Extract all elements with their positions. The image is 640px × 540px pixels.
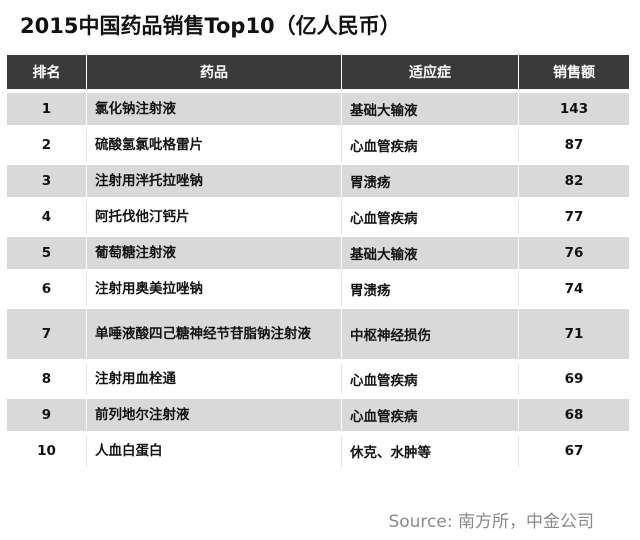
drug-cell: 注射用奥美拉唑钠	[87, 273, 342, 305]
sales-cell: 69	[519, 363, 629, 395]
source-note: Source: 南方所，中金公司	[388, 512, 594, 532]
sales-cell: 76	[519, 237, 629, 269]
table-row: 10 人血白蛋白 休克、水肿等 67	[7, 435, 629, 467]
sales-cell: 71	[519, 309, 629, 359]
indication-cell: 基础大输液	[342, 93, 519, 125]
table-row: 9 前列地尔注射液 心血管疾病 68	[7, 399, 629, 431]
rank-cell: 4	[7, 201, 87, 233]
rank-cell: 10	[7, 435, 87, 467]
table-row: 2 硫酸氢氯吡格雷片 心血管疾病 87	[7, 129, 629, 161]
drug-cell: 注射用血栓通	[87, 363, 342, 395]
rank-cell: 7	[7, 309, 87, 359]
table-row: 8 注射用血栓通 心血管疾病 69	[7, 363, 629, 395]
header-drug: 药品	[87, 55, 342, 89]
rank-cell: 3	[7, 165, 87, 197]
table-row: 7 单唾液酸四己糖神经节苷脂钠注射液 中枢神经损伤 71	[7, 309, 629, 359]
header-indication: 适应症	[342, 55, 519, 89]
sales-cell: 87	[519, 129, 629, 161]
sales-cell: 74	[519, 273, 629, 305]
table-header-row: 排名 药品 适应症 销售额	[7, 55, 629, 89]
indication-cell: 心血管疾病	[342, 201, 519, 233]
drug-cell: 阿托伐他汀钙片	[87, 201, 342, 233]
table-row: 4 阿托伐他汀钙片 心血管疾病 77	[7, 201, 629, 233]
drug-cell: 前列地尔注射液	[87, 399, 342, 431]
indication-cell: 中枢神经损伤	[342, 309, 519, 359]
rank-cell: 6	[7, 273, 87, 305]
drug-cell: 注射用泮托拉唑钠	[87, 165, 342, 197]
indication-cell: 心血管疾病	[342, 129, 519, 161]
header-sales: 销售额	[519, 55, 629, 89]
sales-cell: 143	[519, 93, 629, 125]
drug-cell: 单唾液酸四己糖神经节苷脂钠注射液	[87, 309, 342, 359]
table-row: 1 氯化钠注射液 基础大输液 143	[7, 93, 629, 125]
sales-cell: 67	[519, 435, 629, 467]
sales-cell: 68	[519, 399, 629, 431]
rank-cell: 5	[7, 237, 87, 269]
rank-cell: 9	[7, 399, 87, 431]
sales-cell: 82	[519, 165, 629, 197]
indication-cell: 心血管疾病	[342, 399, 519, 431]
drug-cell: 人血白蛋白	[87, 435, 342, 467]
rank-cell: 1	[7, 93, 87, 125]
drug-cell: 硫酸氢氯吡格雷片	[87, 129, 342, 161]
table-row: 3 注射用泮托拉唑钠 胃溃疡 82	[7, 165, 629, 197]
indication-cell: 基础大输液	[342, 237, 519, 269]
page-title: 2015中国药品销售Top10（亿人民币）	[20, 14, 401, 38]
indication-cell: 心血管疾病	[342, 363, 519, 395]
drug-cell: 氯化钠注射液	[87, 93, 342, 125]
table-row: 6 注射用奥美拉唑钠 胃溃疡 74	[7, 273, 629, 305]
indication-cell: 胃溃疡	[342, 273, 519, 305]
drug-cell: 葡萄糖注射液	[87, 237, 342, 269]
header-rank: 排名	[7, 55, 87, 89]
indication-cell: 胃溃疡	[342, 165, 519, 197]
table-row: 5 葡萄糖注射液 基础大输液 76	[7, 237, 629, 269]
indication-cell: 休克、水肿等	[342, 435, 519, 467]
rank-cell: 2	[7, 129, 87, 161]
sales-cell: 77	[519, 201, 629, 233]
rank-cell: 8	[7, 363, 87, 395]
sales-table: 排名 药品 适应症 销售额 1 氯化钠注射液 基础大输液 143 2 硫酸氢氯吡…	[7, 51, 629, 471]
